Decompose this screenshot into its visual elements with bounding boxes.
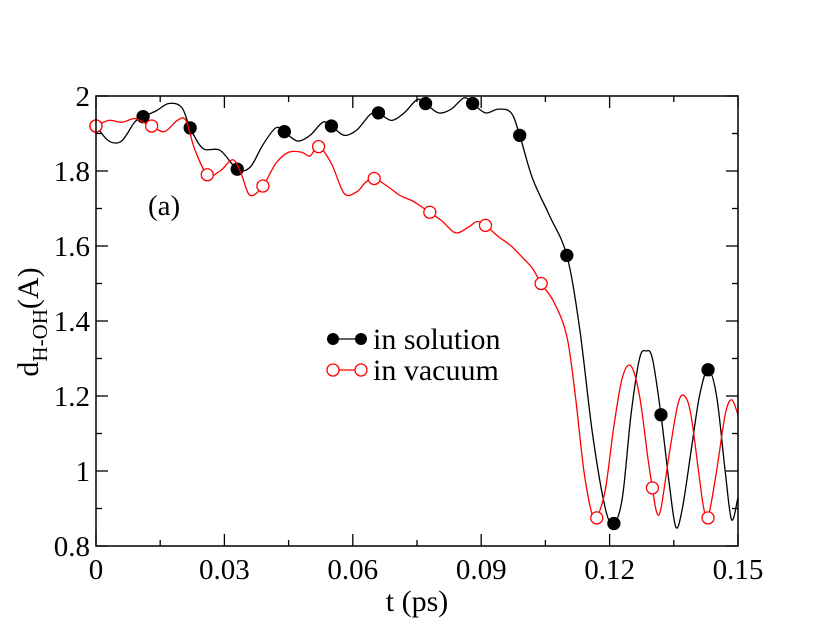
legend-label-vacuum: in vacuum — [373, 354, 499, 387]
legend-marker-solution-2 — [355, 333, 367, 345]
tick-label-layer: 0 0.03 0.06 0.09 0.12 0.15 0.8 1 1.2 1.4 1.6 1.8 2 — [54, 81, 764, 586]
legend-marker-solution-1 — [327, 333, 339, 345]
y-tick-label: 1.8 — [54, 156, 90, 188]
x-tick-label: 0.15 — [713, 554, 764, 586]
x-tick-label: 0.03 — [199, 554, 250, 586]
x-tick-label: 0.12 — [584, 554, 635, 586]
data-point-in-solution — [136, 109, 150, 124]
data-point-in-vacuum — [367, 171, 381, 186]
data-point-in-vacuum — [590, 511, 604, 525]
data-point-in-solution — [701, 363, 715, 377]
data-point-in-vacuum — [200, 168, 214, 182]
legend: in solution in vacuum — [326, 323, 501, 387]
data-point-in-vacuum — [144, 119, 159, 133]
data-point-in-solution — [654, 408, 668, 422]
data-point-in-solution — [607, 516, 621, 531]
x-axis-label: t (ps) — [386, 585, 449, 618]
annotation-label: (a) — [148, 190, 180, 222]
data-point-in-solution — [324, 119, 339, 133]
series-layer — [89, 96, 739, 531]
y-axis-label-tail: (A) — [12, 267, 45, 309]
data-point-in-solution — [560, 248, 574, 263]
y-axis-label-sub: H-OH — [28, 309, 52, 362]
data-point-in-vacuum — [478, 218, 493, 233]
y-axis-label-text: dH-OH(A) — [12, 267, 52, 376]
series-line-in-vacuum — [95, 117, 739, 523]
x-tick-label: 0.09 — [456, 554, 507, 586]
y-axis-label: dH-OH(A) — [12, 267, 52, 376]
data-point-in-vacuum — [645, 481, 660, 495]
data-point-in-solution — [277, 124, 291, 139]
legend-label-solution: in solution — [373, 323, 501, 356]
data-point-in-vacuum — [534, 276, 548, 291]
data-point-in-vacuum — [256, 179, 270, 193]
data-point-in-vacuum — [701, 511, 715, 525]
y-axis-label-main: d — [12, 362, 45, 377]
data-point-in-vacuum — [311, 139, 326, 154]
x-tick-label: 0.06 — [327, 554, 378, 586]
ticks-layer — [95, 95, 739, 547]
data-point-in-solution — [465, 96, 480, 111]
data-point-in-solution — [371, 106, 386, 120]
y-tick-label: 1.6 — [54, 231, 90, 263]
y-tick-label: 2 — [76, 81, 91, 113]
y-tick-label: 0.8 — [54, 531, 90, 563]
data-point-in-vacuum — [423, 205, 437, 219]
y-tick-label: 1.4 — [54, 306, 91, 338]
series-line-in-solution — [95, 97, 739, 529]
y-tick-label: 1.2 — [54, 381, 90, 413]
data-point-in-solution — [418, 96, 433, 111]
legend-marker-vacuum-1 — [326, 363, 340, 377]
plot-frame — [95, 95, 739, 547]
legend-marker-vacuum-2 — [354, 363, 368, 377]
data-point-in-solution — [513, 128, 527, 143]
x-tick-label: 0 — [89, 554, 104, 586]
y-tick-label: 1 — [76, 456, 91, 488]
